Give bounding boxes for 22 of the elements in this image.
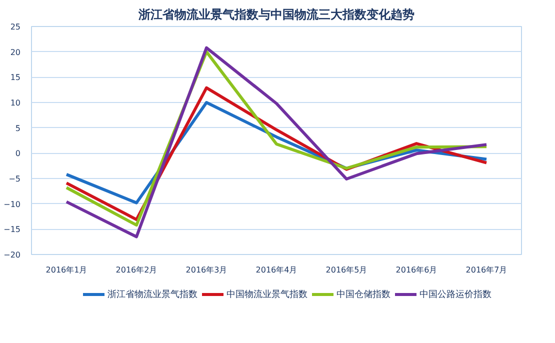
x-tick-label: 2016年4月 — [256, 266, 298, 274]
y-tick-label: −5 — [8, 174, 21, 184]
y-tick-label: 25 — [10, 22, 21, 32]
x-tick-label: 2016年6月 — [396, 266, 438, 274]
legend-label: 中国仓储指数 — [336, 288, 390, 300]
x-tick-label: 2016年1月 — [46, 266, 88, 274]
y-tick-label: 0 — [15, 149, 21, 158]
y-tick-label: −10 — [4, 200, 21, 209]
y-tick-label: 5 — [15, 124, 21, 133]
y-tick-label: 10 — [10, 98, 21, 108]
y-tick-label: −20 — [4, 250, 21, 260]
y-tick-label: −15 — [4, 225, 21, 234]
x-tick-label: 2016年7月 — [466, 266, 508, 274]
legend-label: 中国公路运价指数 — [420, 288, 492, 300]
y-tick-label: 20 — [10, 48, 21, 57]
y-tick-label: 15 — [10, 73, 21, 82]
x-tick-label: 2016年3月 — [186, 266, 228, 274]
legend-label: 中国物流业景气指数 — [226, 288, 308, 300]
chart-title: 浙江省物流业景气指数与中国物流三大指数变化趋势 — [138, 8, 414, 22]
legend-label: 浙江省物流业景气指数 — [108, 288, 198, 300]
x-tick-label: 2016年2月 — [116, 266, 158, 274]
x-tick-label: 2016年5月 — [326, 266, 368, 274]
